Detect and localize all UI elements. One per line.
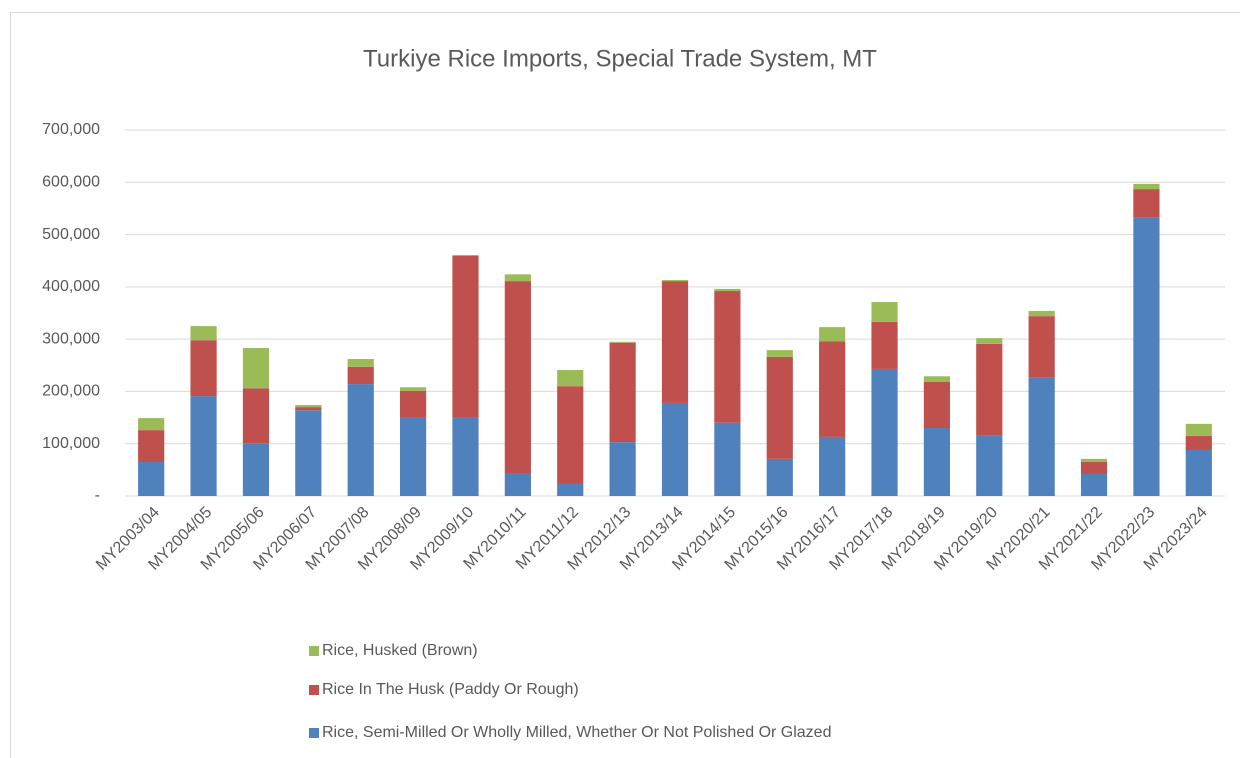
bar-segment xyxy=(138,430,165,463)
bar-segment xyxy=(714,291,741,423)
bar-segment xyxy=(871,302,898,322)
bar-segment xyxy=(871,321,898,369)
bar-segment xyxy=(504,281,531,473)
y-tick-label: - xyxy=(95,487,100,504)
bar-segment xyxy=(1133,189,1160,218)
bar-segment xyxy=(976,435,1003,496)
bar-segment xyxy=(1133,217,1160,496)
bar-segment xyxy=(714,288,741,292)
bar-segment xyxy=(923,376,950,383)
bar-segment xyxy=(1185,423,1212,436)
legend-label: Rice, Husked (Brown) xyxy=(322,642,478,659)
bar-segment xyxy=(609,341,636,343)
bar-segment xyxy=(609,342,636,443)
bar-segment xyxy=(609,442,636,496)
bar-segment xyxy=(923,382,950,429)
bar-segment xyxy=(1185,435,1212,450)
y-tick-label: 400,000 xyxy=(42,278,100,295)
bar-segment xyxy=(295,405,322,408)
bar-segment xyxy=(190,396,217,496)
bar-segment xyxy=(242,388,270,444)
bar-segment xyxy=(1028,377,1055,496)
legend-swatch xyxy=(309,685,319,695)
bar-segment xyxy=(976,338,1003,344)
y-tick-label: 200,000 xyxy=(42,383,100,400)
bar-segment xyxy=(766,458,793,496)
bar-segment xyxy=(400,417,427,496)
bar-segment xyxy=(190,340,217,397)
bar-segment xyxy=(871,368,898,496)
bar-segment xyxy=(766,350,793,357)
bar-segment xyxy=(347,366,374,385)
bar-segment xyxy=(1185,449,1212,496)
bar-segment xyxy=(1080,458,1108,463)
bar-segment xyxy=(661,280,689,282)
bar-segment xyxy=(1133,183,1160,190)
bar-segment xyxy=(452,256,479,418)
bar-segment xyxy=(504,472,531,496)
bar-segment xyxy=(295,410,322,496)
bar-segment xyxy=(661,402,689,496)
y-tick-label: 500,000 xyxy=(42,226,100,243)
legend-swatch xyxy=(309,728,319,738)
bar-segment xyxy=(557,483,584,496)
bar-segment xyxy=(819,341,846,437)
bar-segment xyxy=(138,418,165,431)
bar-segment xyxy=(242,348,270,389)
bar-segment xyxy=(1080,462,1108,475)
bar-segment xyxy=(714,422,741,496)
bar-segment xyxy=(661,281,689,403)
bar-segment xyxy=(347,384,374,496)
bar-segment xyxy=(557,369,584,387)
y-tick-label: 700,000 xyxy=(42,121,100,138)
bar-segment xyxy=(557,386,584,484)
bar-segment xyxy=(190,326,217,341)
y-tick-label: 100,000 xyxy=(42,435,100,452)
bar-segment xyxy=(400,387,427,391)
bar-segment xyxy=(976,343,1003,436)
bar-segment xyxy=(138,462,165,496)
bar-segment xyxy=(400,390,427,418)
legend-label: Rice In The Husk (Paddy Or Rough) xyxy=(322,681,579,698)
y-tick-label: 300,000 xyxy=(42,330,100,347)
bar-segment xyxy=(242,443,270,496)
bar-segment xyxy=(1080,474,1108,496)
legend-label: Rice, Semi-Milled Or Wholly Milled, Whet… xyxy=(322,724,831,741)
bar-segment xyxy=(923,428,950,496)
y-tick-label: 600,000 xyxy=(42,174,100,191)
bar-segment xyxy=(347,359,374,367)
bar-segment xyxy=(295,407,322,411)
bar-segment xyxy=(766,356,793,459)
bar-segment xyxy=(1028,316,1055,378)
chart-title: Turkiye Rice Imports, Special Trade Syst… xyxy=(363,45,877,72)
bar-segment xyxy=(452,254,479,257)
bar-segment xyxy=(819,436,846,496)
legend-swatch xyxy=(309,646,319,656)
bar-segment xyxy=(504,274,531,282)
bar-segment xyxy=(1028,310,1055,317)
bar-segment xyxy=(452,417,479,496)
bar-segment xyxy=(819,327,846,342)
